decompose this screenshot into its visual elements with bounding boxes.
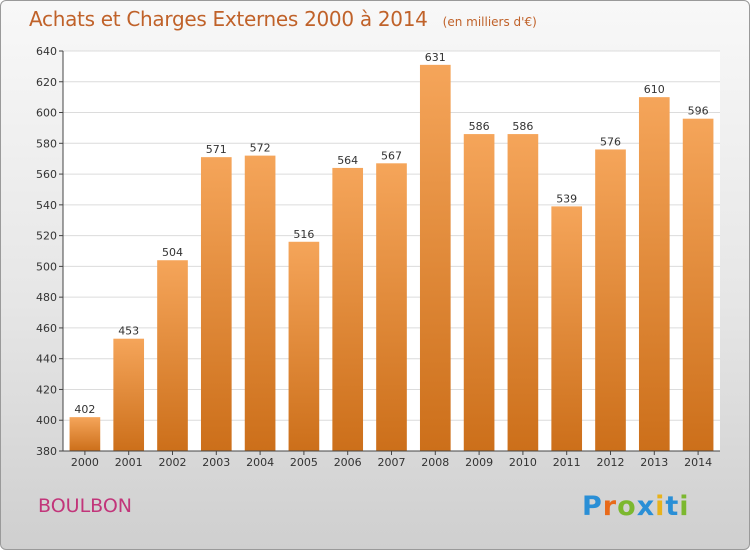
data-label-2007: 567 [381,149,402,162]
x-tick-label-2004: 2004 [246,456,274,469]
data-label-2005: 516 [293,228,314,241]
data-label-2006: 564 [337,154,358,167]
y-tick-label: 520 [36,230,57,243]
y-tick-label: 540 [36,199,57,212]
data-label-2001: 453 [118,325,139,338]
bar-2014 [682,118,714,451]
logo-letter: i [655,491,666,522]
bar-2010 [507,134,539,452]
data-label-2002: 504 [162,246,183,259]
data-label-2010: 586 [512,120,533,133]
title-row: Achats et Charges Externes 2000 à 2014 (… [29,7,537,31]
y-tick-label: 460 [36,322,57,335]
x-tick-label-2003: 2003 [202,456,230,469]
bar-2002 [157,260,188,451]
bar-2004 [244,155,276,451]
y-tick-label: 500 [36,260,57,273]
bar-2001 [113,338,145,451]
logo-letter: P [582,491,603,522]
data-label-2008: 631 [425,51,446,64]
x-tick-label-2008: 2008 [421,456,449,469]
x-tick-label-2006: 2006 [334,456,362,469]
bar-2000 [69,417,101,451]
y-tick-label: 380 [36,445,57,458]
data-label-2000: 402 [74,403,95,416]
y-tick-label: 400 [36,414,57,427]
x-tick-label-2000: 2000 [71,456,99,469]
bar-layer: 402 453 504 571 572 516 564 567 631 586 586 539 576 6… [69,51,714,452]
bar-2005 [288,241,320,451]
data-label-2011: 539 [556,192,577,205]
data-label-2004: 572 [250,142,271,155]
data-label-2012: 576 [600,135,621,148]
bar-2008 [419,64,451,451]
x-tick-label-2001: 2001 [115,456,143,469]
x-tick-label-2002: 2002 [159,456,187,469]
logo-letter: r [602,491,618,522]
y-tick-label: 600 [36,107,57,120]
data-label-2013: 610 [644,83,665,96]
data-label-2009: 586 [469,120,490,133]
y-tick-label: 640 [36,45,57,58]
x-tick-label-2011: 2011 [553,456,581,469]
data-label-2003: 571 [206,143,227,156]
x-tick-label-2009: 2009 [465,456,493,469]
x-tick-label-2010: 2010 [509,456,537,469]
x-tick-label-2005: 2005 [290,456,318,469]
proxiti-logo: Proxiti [582,491,690,522]
x-tick-label-2012: 2012 [597,456,625,469]
axis-layer: 380 400 420 440 460 480 500 520 540 560 580 600 620 6… [36,45,720,469]
bar-2006 [332,167,364,451]
bar-2003 [200,157,232,451]
logo-letter: x [636,491,656,522]
chart-title: Achats et Charges Externes 2000 à 2014 [29,7,428,31]
y-tick-label: 480 [36,291,57,304]
y-tick-label: 580 [36,137,57,150]
bar-2011 [551,206,583,451]
logo-letter: i [679,491,690,522]
bar-2013 [638,97,670,452]
commune-name: BOULBON [38,495,133,517]
chart-subtitle: (en milliers d'€) [442,15,537,29]
bar-2009 [463,134,495,452]
bar-2007 [376,163,407,452]
y-tick-label: 620 [36,76,57,89]
x-tick-label-2007: 2007 [378,456,406,469]
bar-2012 [595,149,626,451]
y-tick-label: 420 [36,383,57,396]
data-label-2014: 596 [688,105,709,118]
x-tick-label-2014: 2014 [684,456,712,469]
y-tick-label: 440 [36,353,57,366]
logo-letter: o [617,491,637,522]
logo-letter: t [665,491,680,522]
y-tick-label: 560 [36,168,57,181]
x-tick-label-2013: 2013 [640,456,668,469]
